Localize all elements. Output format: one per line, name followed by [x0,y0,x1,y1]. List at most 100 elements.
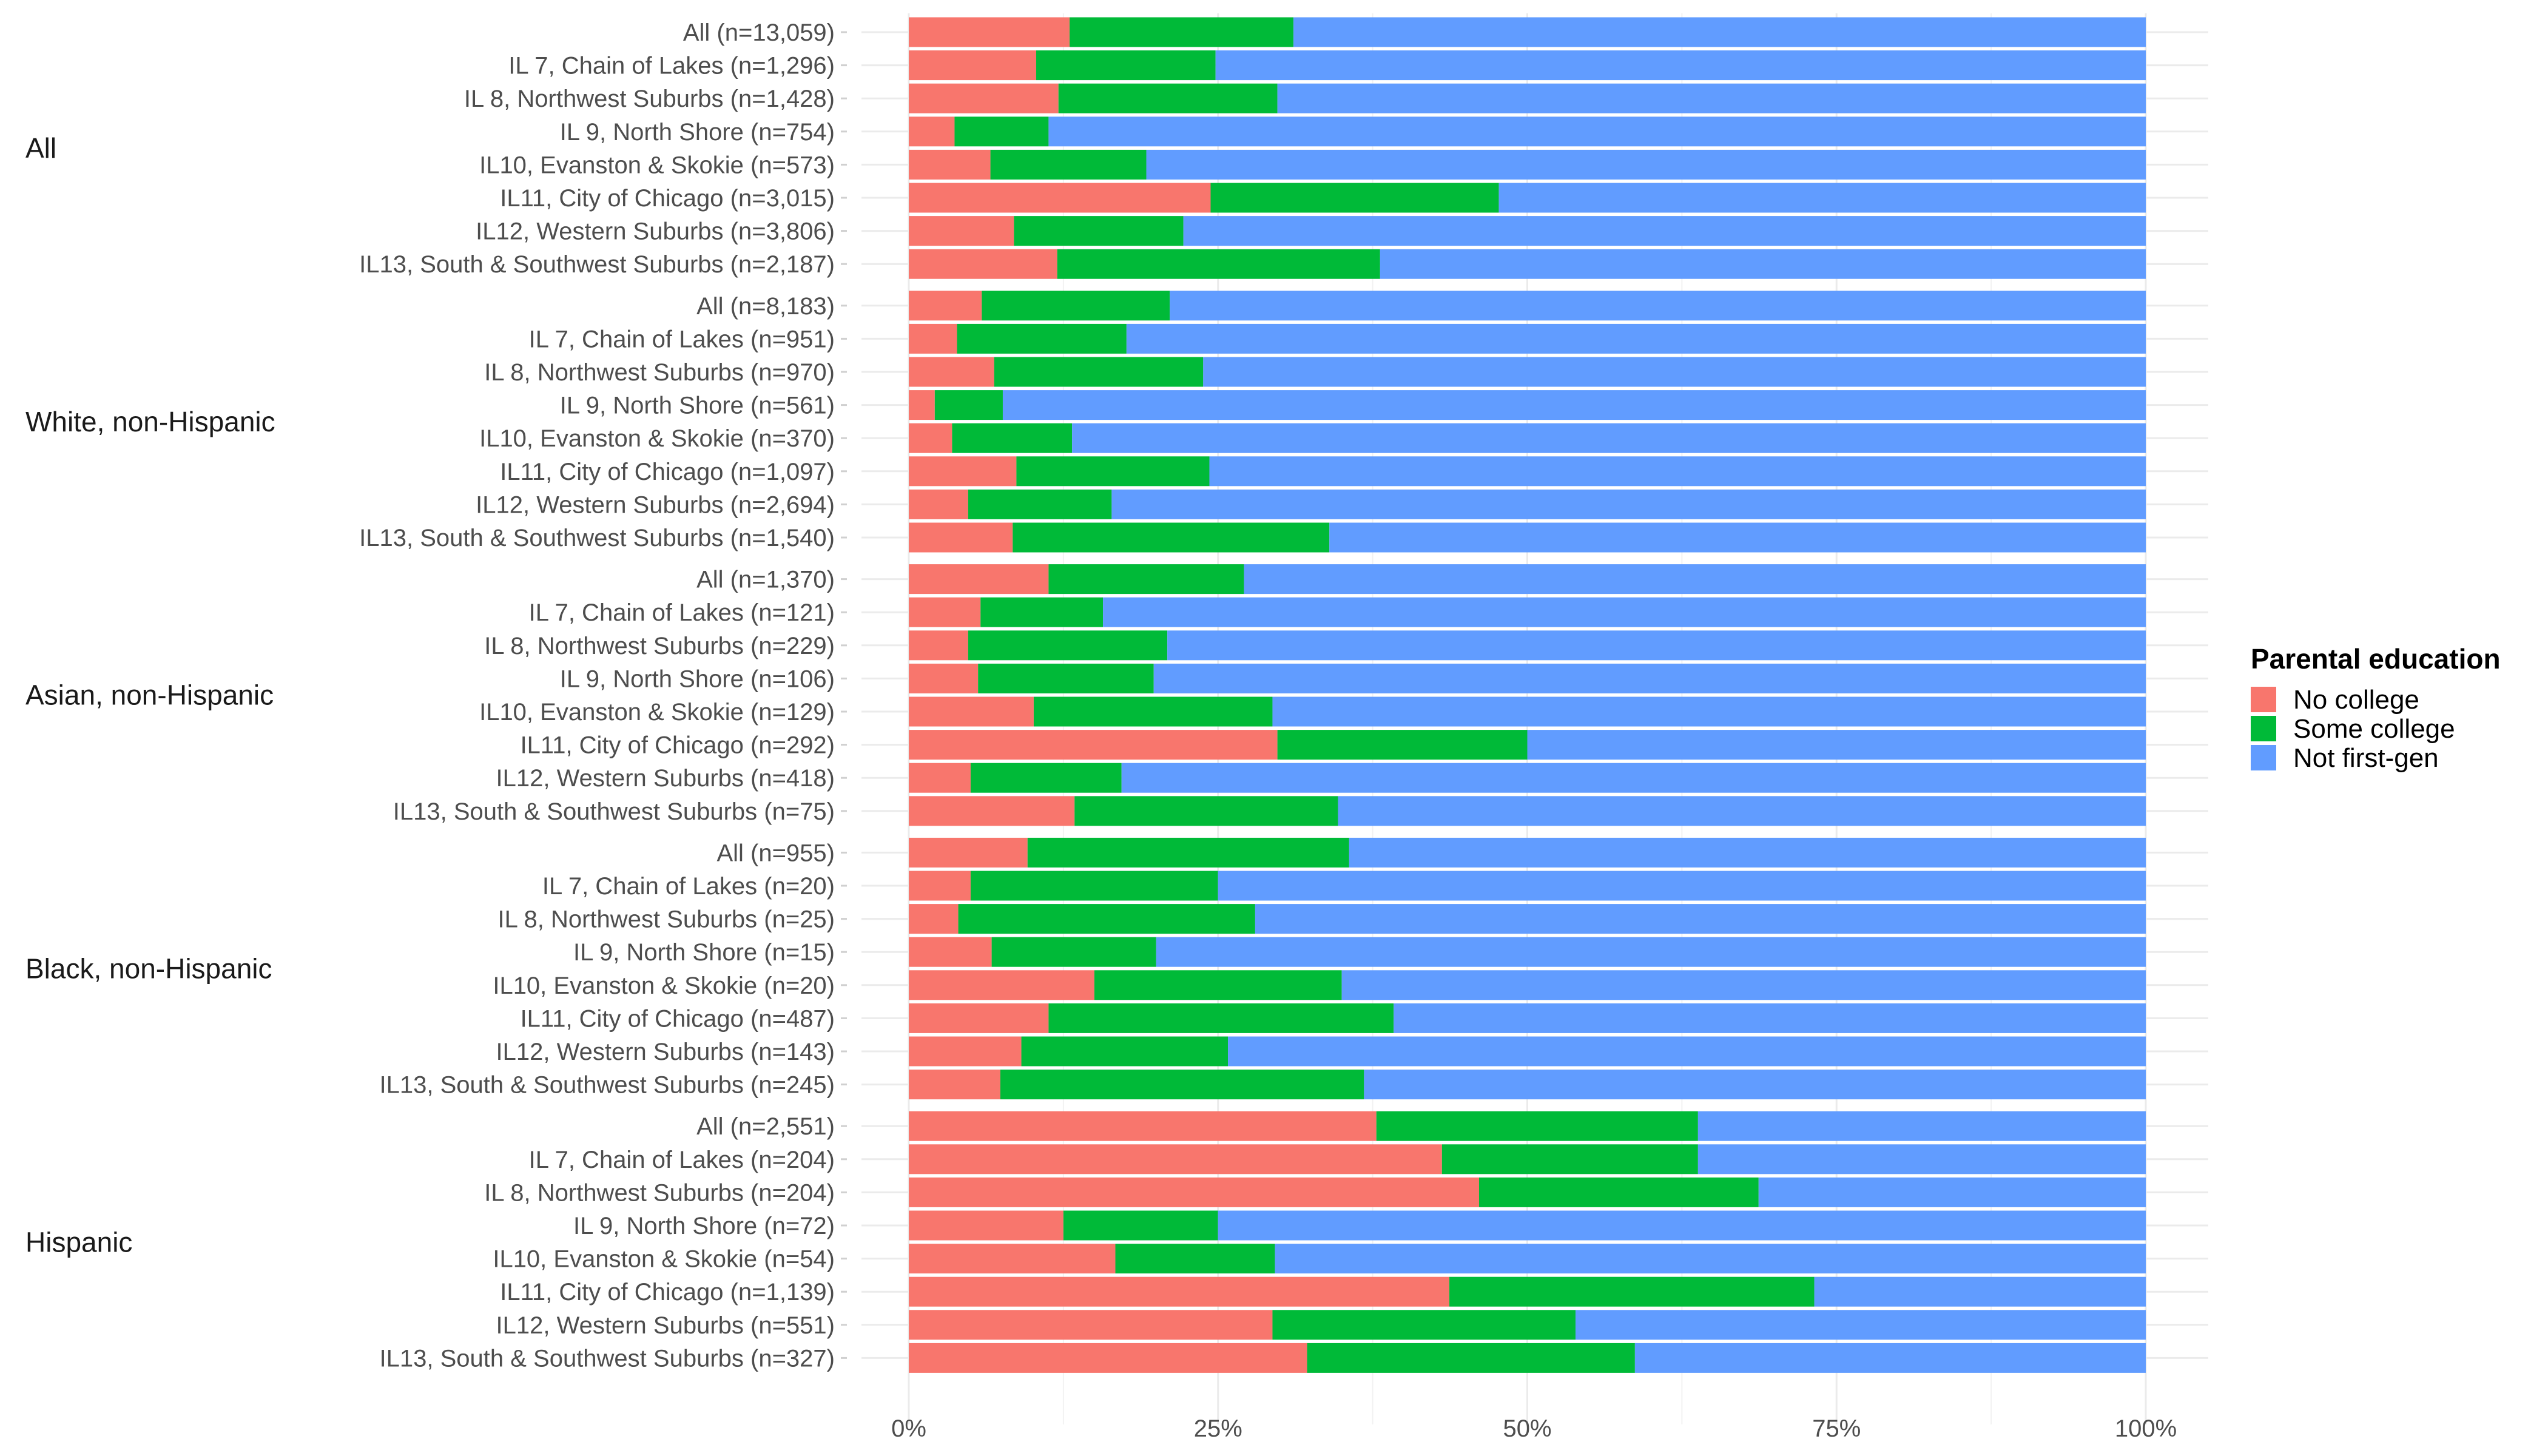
bar-segment-not-first-gen [1218,1210,2146,1241]
bar-segment-no-college [909,663,979,693]
bar-segment-some-college [1478,1177,1759,1207]
row-label: All (n=1,370) [696,567,835,593]
bar-segment-some-college [994,357,1204,387]
bar-segment-not-first-gen [1329,522,2146,553]
bar-segment-not-first-gen [1255,904,2146,934]
bar-segment-not-first-gen [1349,837,2146,868]
bar-segment-not-first-gen [1126,323,2146,354]
x-tick-label: 100% [2115,1415,2177,1442]
group-labels: All White, non-Hispanic Asian, non-Hispani… [25,132,275,1258]
bar-segment-no-college [909,937,992,967]
bar-segment-some-college [980,597,1104,627]
bar-segment-no-college [909,1003,1049,1033]
row-label: IL10, Evanston & Skokie (n=370) [479,425,835,452]
bar-segment-some-college [957,323,1127,354]
bar-segment-some-college [1057,249,1380,279]
bar-segment-no-college [909,1310,1273,1340]
bar-segment-not-first-gen [1634,1343,2146,1373]
bar-segment-not-first-gen [1111,489,2146,519]
bar-segment-not-first-gen [1121,763,2146,793]
bar-segment-some-college [970,763,1122,793]
row-label: IL11, City of Chicago (n=1,139) [500,1279,835,1306]
bar-segment-not-first-gen [1146,149,2146,180]
bar-segment-no-college [909,17,1070,47]
row-label: IL13, South & Southwest Suburbs (n=2,187… [359,251,835,278]
row-label: IL 7, Chain of Lakes (n=951) [529,326,835,352]
bar-segment-some-college [1070,17,1294,47]
row-label: IL 9, North Shore (n=106) [560,666,835,692]
row-label: IL 9, North Shore (n=72) [573,1213,835,1239]
bar-segment-not-first-gen [1170,291,2146,321]
row-label: IL 8, Northwest Suburbs (n=25) [498,906,835,933]
group-label: Black, non-Hispanic [25,953,272,985]
bar-segment-no-college [909,630,968,661]
group-label: All [25,132,56,164]
bar-segment-no-college [909,796,1075,826]
bar-segment-some-college [978,663,1154,693]
bar-segment-not-first-gen [1183,216,2146,246]
legend-swatch [2251,687,2276,712]
row-label: IL10, Evanston & Skokie (n=54) [493,1246,835,1273]
row-label: IL10, Evanston & Skokie (n=573) [479,152,835,178]
bar-segment-not-first-gen [1072,423,2146,453]
row-label: IL13, South & Southwest Suburbs (n=1,540… [359,525,835,551]
bar-segment-not-first-gen [1048,116,2146,147]
x-tick-label: 50% [1503,1415,1551,1442]
bar-segment-no-college [909,456,1017,487]
row-label: IL 7, Chain of Lakes (n=20) [542,873,835,900]
row-label: IL11, City of Chicago (n=292) [521,732,835,759]
row-label: IL12, Western Suburbs (n=551) [496,1312,835,1339]
x-axis-ticks: 0% 25% 50% 75% 100% [891,1415,2177,1442]
legend-label: No college [2293,685,2419,715]
bar-segment-no-college [909,357,994,387]
bar-segment-some-college [968,489,1112,519]
bar-segment-not-first-gen [1153,663,2146,693]
bar-segment-no-college [909,1210,1063,1241]
bar-segment-no-college [909,249,1057,279]
bar-segment-no-college [909,390,935,420]
row-labels: All (n=13,059) IL 7, Chain of Lakes (n=1,… [359,19,847,1372]
row-label: IL12, Western Suburbs (n=2,694) [476,491,835,518]
bar-segment-some-college [952,423,1073,453]
bar-segment-some-college [1277,730,1528,760]
bar-segment-no-college [909,597,981,627]
row-label: IL 8, Northwest Suburbs (n=229) [484,633,835,659]
bar-segment-no-college [909,1111,1377,1141]
legend-swatch [2251,716,2276,741]
bar-segment-no-college [909,1070,1000,1100]
group-label: White, non-Hispanic [25,406,275,437]
bar-segment-not-first-gen [1275,1244,2146,1274]
bar-segment-not-first-gen [1498,183,2146,213]
bar-segment-not-first-gen [1156,937,2146,967]
bar-segment-not-first-gen [1167,630,2146,661]
bar-segment-no-college [909,696,1034,727]
bar-segment-some-college [1449,1276,1815,1307]
bar-segment-no-college [909,1276,1450,1307]
bar-segment-no-college [909,423,952,453]
row-label: All (n=2,551) [696,1113,835,1140]
bar-segment-some-college [1115,1244,1275,1274]
bar-segment-some-college [1013,522,1330,553]
row-label: IL 8, Northwest Suburbs (n=970) [484,359,835,386]
bar-segment-some-college [1048,1003,1394,1033]
legend-title: Parental education [2251,643,2501,675]
x-tick-label: 25% [1194,1415,1242,1442]
bar-segment-not-first-gen [1103,597,2146,627]
bar-segment-not-first-gen [1758,1177,2146,1207]
bar-segment-not-first-gen [1209,456,2146,487]
group-label: Asian, non-Hispanic [25,679,274,711]
bar-segment-no-college [909,216,1014,246]
x-tick-label: 0% [891,1415,926,1442]
bar-segment-no-college [909,83,1059,113]
bar-segment-some-college [1307,1343,1635,1373]
row-label: All (n=13,059) [683,19,835,46]
bar-segment-no-college [909,323,957,354]
bar-segment-some-college [1210,183,1499,213]
row-label: IL12, Western Suburbs (n=143) [496,1039,835,1065]
bar-segment-not-first-gen [1527,730,2146,760]
row-label: IL13, South & Southwest Suburbs (n=75) [393,798,835,825]
bar-segment-no-college [909,489,968,519]
bar-segment-some-college [1021,1036,1228,1067]
legend-label: Some college [2293,714,2455,744]
